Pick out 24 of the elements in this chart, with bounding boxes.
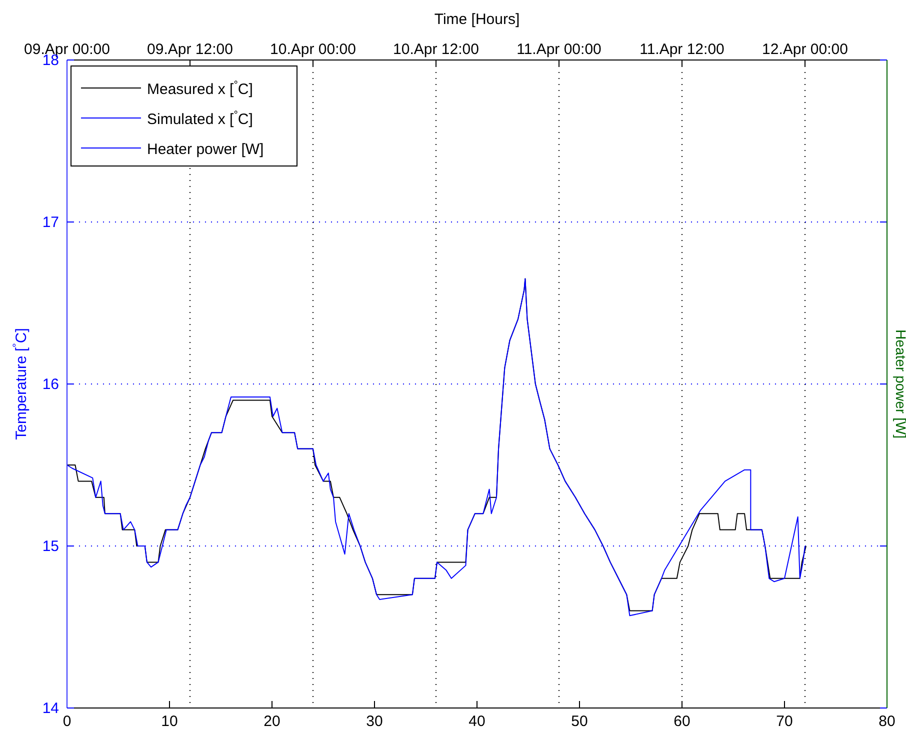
x2-tick-label: 12.Apr 00:00 xyxy=(762,41,848,58)
legend-label: Heater power [W] xyxy=(147,141,264,158)
x-tick-label: 70 xyxy=(776,713,793,730)
x2-tick-label: 11.Apr 00:00 xyxy=(516,41,602,58)
x-tick-label: 80 xyxy=(878,713,896,730)
x-tick-label: 20 xyxy=(264,713,280,730)
x-tick-label: 60 xyxy=(674,713,690,730)
y-tick-label: 14 xyxy=(42,700,59,717)
y-tick-label: 17 xyxy=(42,214,59,231)
x2-tick-label: 10.Apr 12:00 xyxy=(393,41,479,58)
x2-tick-label: 10.Apr 00:00 xyxy=(270,41,356,58)
legend-label: Measured x [$^{°}$C] xyxy=(147,79,253,98)
x2-tick-label: 09.Apr 12:00 xyxy=(147,41,233,58)
x2-axis-title: Time [Hours] xyxy=(434,11,520,28)
y-tick-label: 16 xyxy=(42,376,59,393)
x2-tick-label: 11.Apr 12:00 xyxy=(640,41,724,58)
x-tick-label: 0 xyxy=(62,713,72,730)
x-tick-label: 10 xyxy=(161,713,178,730)
x-tick-label: 30 xyxy=(366,713,383,730)
y2-axis-title: Heater power [W] xyxy=(893,330,906,438)
y-tick-label: 15 xyxy=(42,538,59,555)
x-tick-label: 50 xyxy=(571,713,588,730)
legend-label: Simulated x [$^{°}$C] xyxy=(147,109,253,128)
x-tick-label: 40 xyxy=(468,713,486,730)
